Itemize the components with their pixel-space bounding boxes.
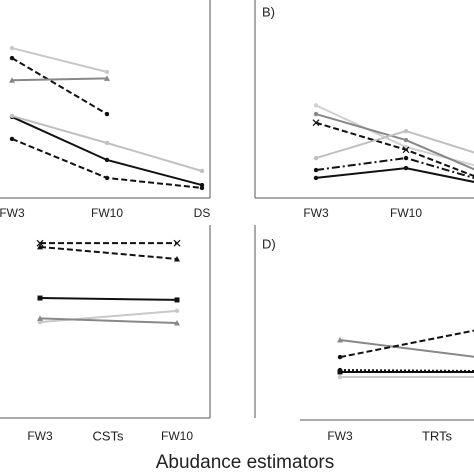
marker xyxy=(403,155,409,161)
marker xyxy=(9,45,15,51)
marker xyxy=(403,137,409,143)
marker xyxy=(199,185,205,191)
marker xyxy=(37,319,43,325)
marker xyxy=(9,55,15,61)
marker xyxy=(337,336,343,343)
marker xyxy=(37,295,43,301)
marker xyxy=(403,128,409,134)
marker xyxy=(104,157,110,163)
marker xyxy=(37,243,43,250)
series-line xyxy=(315,104,474,167)
series-line xyxy=(339,329,474,359)
x-tick-label: DS xyxy=(194,206,211,220)
x-tick-label: FW3 xyxy=(0,206,25,220)
series-line xyxy=(39,309,178,324)
marker xyxy=(174,297,180,303)
x-tick-label: FW10 xyxy=(161,429,193,443)
x-tick-label: FW3 xyxy=(27,429,53,443)
series-line xyxy=(11,57,108,115)
x-tick-label: FW3 xyxy=(303,206,329,220)
panel xyxy=(36,239,181,326)
series-line xyxy=(39,317,178,325)
marker xyxy=(313,103,319,108)
marker xyxy=(174,320,180,326)
marker xyxy=(313,155,319,161)
marker xyxy=(104,69,110,75)
series-line xyxy=(339,338,474,358)
panel xyxy=(9,45,205,191)
marker xyxy=(36,239,44,247)
x-tick-label: FW10 xyxy=(91,206,123,220)
series-line xyxy=(315,167,474,183)
marker xyxy=(104,111,110,117)
marker xyxy=(312,119,320,127)
panel xyxy=(312,103,474,183)
series-line xyxy=(315,129,474,160)
marker xyxy=(337,367,343,373)
panel-title: B) xyxy=(262,4,275,19)
marker xyxy=(174,255,180,262)
series-line xyxy=(39,297,178,301)
marker xyxy=(104,175,110,181)
marker xyxy=(402,146,410,154)
marker xyxy=(337,354,343,360)
marker xyxy=(337,374,343,380)
series-line xyxy=(39,245,178,260)
series-line xyxy=(339,369,474,372)
x-tick-label: FW3 xyxy=(327,429,353,443)
series-line xyxy=(11,47,108,73)
marker xyxy=(313,175,319,181)
x-tick-label: FW10 xyxy=(390,206,422,220)
marker xyxy=(104,140,110,146)
marker xyxy=(173,239,181,247)
panel xyxy=(337,329,474,380)
marker xyxy=(104,75,110,81)
x-axis-label: CSTs xyxy=(92,428,124,443)
marker xyxy=(199,168,205,174)
panel-title: D) xyxy=(262,236,276,251)
marker xyxy=(174,308,180,314)
marker xyxy=(9,136,15,142)
marker xyxy=(313,167,319,173)
marker xyxy=(313,111,319,117)
x-axis-label: TRTs xyxy=(422,428,453,443)
marker xyxy=(9,77,15,83)
figure-xlabel: Abudance estimators xyxy=(156,452,335,473)
series-line xyxy=(315,157,474,180)
marker xyxy=(403,165,409,171)
marker xyxy=(37,315,43,321)
marker xyxy=(9,113,15,119)
series-line xyxy=(11,77,108,82)
